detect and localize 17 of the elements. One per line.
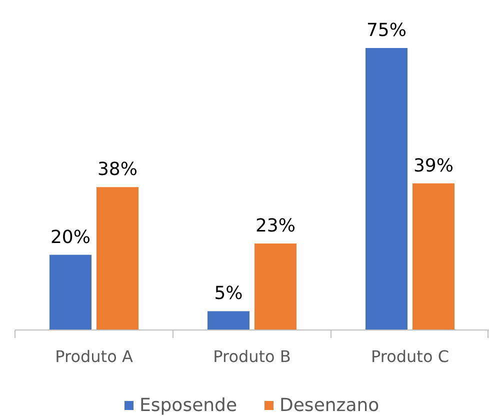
bar (208, 311, 250, 330)
data-label: 23% (255, 216, 296, 237)
legend-label: Desenzano (280, 395, 380, 416)
bar (254, 244, 296, 330)
x-tick-label: Produto B (213, 347, 291, 366)
data-label: 20% (50, 226, 91, 248)
x-tick-label: Produto A (55, 347, 133, 366)
data-label: 5% (214, 283, 243, 304)
data-label: 39% (413, 155, 454, 176)
bar (412, 183, 454, 330)
bar (366, 48, 408, 330)
legend-label: Esposende (140, 395, 238, 416)
bar (96, 187, 138, 330)
data-label: 75% (366, 20, 407, 41)
bar (50, 254, 92, 330)
data-label: 38% (97, 159, 138, 180)
x-tick-label: Produto C (371, 347, 449, 366)
